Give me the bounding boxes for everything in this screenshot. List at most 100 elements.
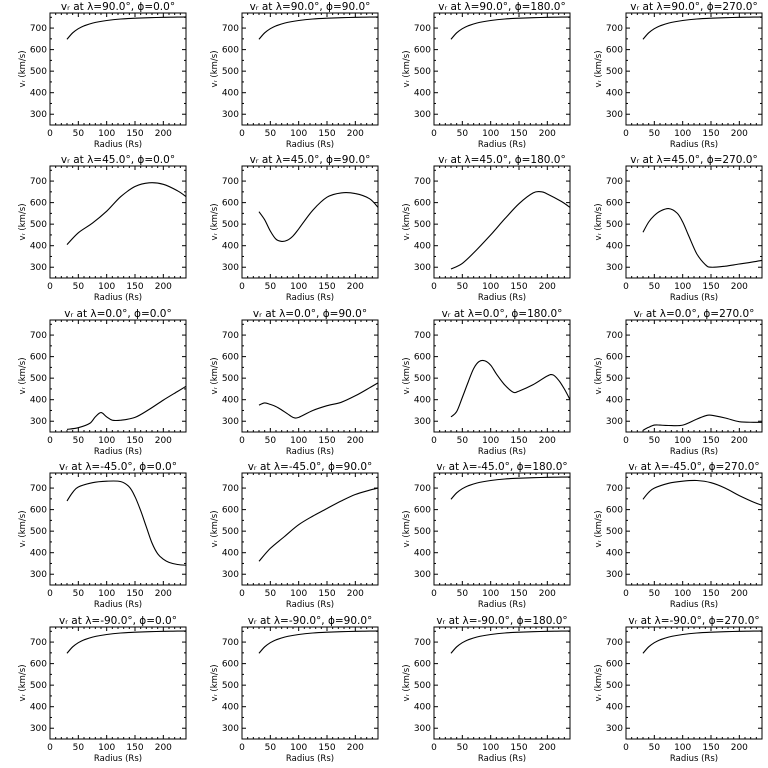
x-tick-label: 200 (347, 436, 364, 446)
x-tick-label: 150 (126, 436, 143, 446)
x-tick-label: 0 (47, 436, 53, 446)
y-tick-label: 400 (30, 396, 47, 406)
y-tick-label: 400 (222, 396, 239, 406)
y-tick-label: 500 (414, 67, 431, 77)
x-tick-label: 150 (126, 589, 143, 599)
y-tick-label: 400 (222, 89, 239, 99)
y-tick-label: 400 (414, 549, 431, 559)
x-axis-label: Radius (Rs) (670, 140, 718, 150)
series-line (642, 479, 763, 506)
x-tick-label: 50 (649, 129, 661, 139)
x-tick-label: 100 (674, 743, 691, 753)
x-tick-label: 100 (98, 129, 115, 139)
plot-frame (49, 319, 187, 433)
chart-panel: vᵣ at λ=45.0°, ϕ=180.0° 0 50 100 150 200 300 40… (402, 154, 571, 303)
x-tick-label: 50 (457, 589, 469, 599)
plot-frame (433, 319, 571, 433)
y-tick-label: 600 (606, 660, 623, 670)
y-tick-label: 400 (606, 89, 623, 99)
x-tick-label: 100 (290, 436, 307, 446)
x-axis-label: Radius (Rs) (94, 600, 142, 610)
x-axis-label: Radius (Rs) (478, 600, 526, 610)
y-axis-label: vᵣ (km/s) (18, 510, 28, 547)
x-tick-label: 50 (265, 589, 277, 599)
chart-title: vᵣ at λ=0.0°, ϕ=90.0° (253, 308, 367, 320)
series-line (450, 16, 571, 40)
chart-panel: vᵣ at λ=90.0°, ϕ=270.0° 0 50 100 150 200 300 40… (594, 1, 763, 150)
y-tick-label: 600 (30, 46, 47, 56)
y-tick-label: 700 (222, 484, 239, 494)
x-axis-label: Radius (Rs) (670, 447, 718, 457)
x-tick-label: 100 (98, 436, 115, 446)
x-tick-label: 0 (431, 743, 437, 753)
chart-title: vᵣ at λ=45.0°, ϕ=180.0° (438, 154, 566, 166)
chart-panel: vᵣ at λ=0.0°, ϕ=180.0° 0 50 100 150 200 300 400… (402, 308, 571, 457)
x-axis-label: Radius (Rs) (670, 754, 718, 764)
x-tick-label: 0 (623, 589, 629, 599)
chart-title: vᵣ at λ=45.0°, ϕ=0.0° (61, 154, 175, 166)
y-axis-label: vᵣ (km/s) (210, 510, 220, 547)
y-tick-label: 700 (606, 638, 623, 648)
x-tick-label: 0 (47, 743, 53, 753)
plot-frame (241, 472, 379, 586)
x-tick-label: 50 (73, 589, 85, 599)
y-tick-label: 700 (606, 484, 623, 494)
plot-frame (625, 472, 763, 586)
chart-panel: vᵣ at λ=45.0°, ϕ=270.0° 0 50 100 150 200 300 40… (594, 154, 763, 303)
x-tick-label: 200 (731, 129, 748, 139)
chart-panel: vᵣ at λ=-90.0°, ϕ=90.0° 0 50 100 150 200 300 40… (210, 615, 379, 764)
y-axis-label: vᵣ (km/s) (402, 50, 412, 87)
series-line (258, 16, 379, 40)
y-tick-label: 400 (606, 242, 623, 252)
chart-panel: vᵣ at λ=-90.0°, ϕ=270.0° 0 50 100 150 200 300 4… (594, 615, 763, 764)
y-tick-label: 500 (222, 527, 239, 537)
y-tick-label: 600 (30, 199, 47, 209)
y-tick-label: 400 (222, 703, 239, 713)
y-tick-label: 600 (414, 660, 431, 670)
x-tick-label: 50 (265, 129, 277, 139)
x-tick-label: 100 (98, 743, 115, 753)
x-tick-label: 100 (674, 589, 691, 599)
series-line (66, 16, 187, 40)
y-axis-label: vᵣ (km/s) (402, 203, 412, 240)
y-tick-label: 700 (30, 177, 47, 187)
x-tick-label: 0 (47, 282, 53, 292)
chart-title: vᵣ at λ=0.0°, ϕ=180.0° (442, 308, 563, 320)
y-tick-label: 700 (30, 331, 47, 341)
plot-frame (625, 319, 763, 433)
y-axis-label: vᵣ (km/s) (210, 50, 220, 87)
y-tick-label: 300 (606, 417, 623, 427)
x-tick-label: 0 (239, 282, 245, 292)
series-line (642, 630, 763, 654)
y-tick-label: 600 (222, 506, 239, 516)
y-tick-label: 500 (30, 681, 47, 691)
y-tick-label: 500 (30, 527, 47, 537)
plot-frame (241, 12, 379, 126)
x-tick-label: 0 (431, 129, 437, 139)
chart-title: vᵣ at λ=0.0°, ϕ=270.0° (634, 308, 755, 320)
y-axis-label: vᵣ (km/s) (210, 664, 220, 701)
x-tick-label: 50 (649, 282, 661, 292)
plot-frame (433, 626, 571, 740)
x-tick-label: 0 (623, 129, 629, 139)
x-tick-label: 150 (318, 589, 335, 599)
x-tick-label: 200 (155, 436, 172, 446)
chart-title: vᵣ at λ=-90.0°, ϕ=0.0° (59, 615, 177, 627)
x-tick-label: 150 (318, 129, 335, 139)
x-tick-label: 50 (73, 129, 85, 139)
x-tick-label: 100 (98, 589, 115, 599)
series-line (642, 414, 763, 431)
series-line (258, 192, 379, 242)
series-line (450, 476, 571, 500)
x-tick-label: 150 (702, 436, 719, 446)
y-tick-label: 600 (222, 199, 239, 209)
x-tick-label: 50 (649, 743, 661, 753)
plot-frame (433, 472, 571, 586)
chart-title: vᵣ at λ=90.0°, ϕ=180.0° (438, 1, 566, 13)
y-axis-label: vᵣ (km/s) (594, 357, 604, 394)
y-tick-label: 300 (222, 110, 239, 120)
chart-panel: vᵣ at λ=-90.0°, ϕ=180.0° 0 50 100 150 200 300 4… (402, 615, 571, 764)
x-tick-label: 100 (482, 129, 499, 139)
y-tick-label: 500 (414, 681, 431, 691)
y-tick-label: 600 (30, 506, 47, 516)
